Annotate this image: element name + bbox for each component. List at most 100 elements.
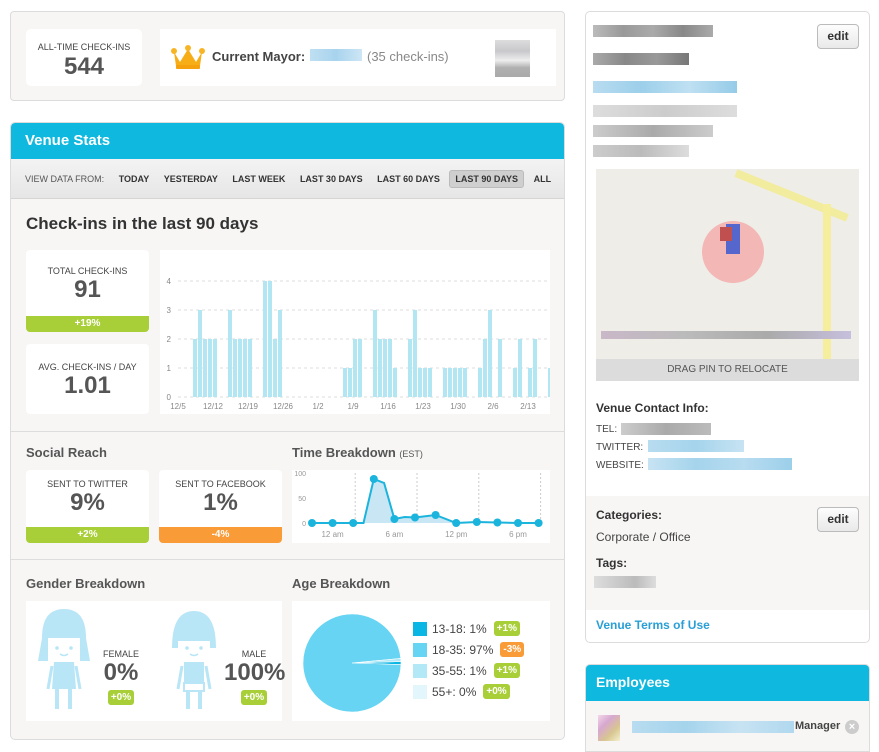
- bar: [278, 310, 282, 397]
- x-tick-label: 2/13: [520, 402, 536, 411]
- total-checkins-change: +19%: [26, 316, 149, 332]
- time-breakdown-label: Time Breakdown: [292, 445, 396, 460]
- bar: [448, 368, 452, 397]
- x-tick-label: 12/19: [238, 402, 259, 411]
- data-point: [472, 518, 481, 526]
- mayor-name-link[interactable]: [310, 49, 362, 61]
- summary-panel: ALL-TIME CHECK-INS 544 Current Mayor: (3…: [10, 11, 565, 101]
- mayor-avatar[interactable]: [495, 40, 530, 77]
- crown-icon: [171, 45, 205, 69]
- venue-map[interactable]: DRAG PIN TO RELOCATE: [596, 169, 859, 381]
- male-stat: MALE 100% +0%: [224, 649, 286, 705]
- mayor-card: Current Mayor: (35 check-ins): [160, 29, 556, 86]
- filter-yesterday[interactable]: YESTERDAY: [163, 174, 218, 184]
- venue-stats-panel: Venue Stats VIEW DATA FROM: TODAY YESTER…: [10, 122, 565, 740]
- age-legend-item: 13-18: 1% +1%: [413, 618, 524, 639]
- website-link-redacted[interactable]: [648, 458, 792, 470]
- bar: [193, 339, 197, 397]
- edit-venue-button[interactable]: edit: [817, 24, 859, 49]
- y-tick-label: 0: [302, 521, 306, 528]
- venue-link-redacted[interactable]: [593, 81, 737, 93]
- x-tick-label: 1/16: [380, 402, 396, 411]
- bar: [413, 310, 417, 397]
- x-tick-label: 1/23: [415, 402, 431, 411]
- female-stat: FEMALE 0% +0%: [96, 649, 146, 705]
- address-line-redacted: [593, 105, 737, 117]
- alltime-checkins-card: ALL-TIME CHECK-INS 544: [26, 29, 142, 86]
- drag-pin-caption: DRAG PIN TO RELOCATE: [596, 359, 859, 381]
- bar: [463, 368, 467, 397]
- bar: [378, 339, 382, 397]
- bar: [228, 310, 232, 397]
- legend-swatch: [413, 642, 427, 657]
- facebook-value: 1%: [203, 489, 238, 516]
- twitter-label: TWITTER:: [596, 442, 644, 453]
- x-tick-label: 12 am: [321, 530, 344, 539]
- legend-change: +1%: [493, 621, 520, 636]
- bar: [343, 368, 347, 397]
- edit-categories-button[interactable]: edit: [817, 507, 859, 532]
- remove-employee-icon[interactable]: ×: [845, 720, 859, 734]
- total-checkins-value: 91: [74, 276, 101, 303]
- filter-last-90-days[interactable]: LAST 90 DAYS: [449, 170, 525, 188]
- data-point: [328, 519, 337, 527]
- legend-change: +1%: [493, 663, 520, 678]
- y-tick-label: 100: [294, 471, 306, 478]
- bar: [238, 339, 242, 397]
- legend-label: 13-18: 1%: [432, 621, 487, 636]
- data-point: [369, 475, 378, 483]
- bar: [233, 339, 237, 397]
- bar: [348, 368, 352, 397]
- twitter-value: 9%: [70, 489, 105, 516]
- age-pie-chart: [302, 613, 402, 713]
- filter-last-30-days[interactable]: LAST 30 DAYS: [299, 174, 363, 184]
- checkins-bar-chart: 0 1 2 3 4 12/5 12/12 12/19 12/26 1/2 1/9 1/16 1/23 1/…: [160, 250, 557, 414]
- x-tick-label: 2/6: [487, 402, 499, 411]
- age-legend: 13-18: 1% +1% 18-35: 97% -3% 35-55: 1% +1% 55+…: [413, 618, 525, 702]
- time-breakdown-svg: 0 50 100 12 am 6 am 12 pm 6 pm: [294, 471, 543, 539]
- employee-avatar[interactable]: [598, 715, 620, 741]
- categories-title: Categories:: [596, 508, 663, 522]
- venue-terms-link[interactable]: Venue Terms of Use: [596, 618, 710, 632]
- filter-all[interactable]: ALL: [533, 174, 552, 184]
- bar: [423, 368, 427, 397]
- bar: [208, 339, 212, 397]
- twitter-link-redacted[interactable]: [648, 440, 744, 452]
- y-tick-label: 0: [167, 393, 172, 402]
- y-tick-label: 50: [298, 496, 306, 503]
- avg-checkins-label: AVG. CHECK-INS / DAY: [38, 362, 137, 372]
- bar: [518, 339, 522, 397]
- bar: [533, 339, 537, 397]
- address-line-redacted: [593, 145, 689, 157]
- time-breakdown-title: Time Breakdown (EST): [292, 445, 423, 460]
- employees-panel: Employees Manager ×: [585, 664, 870, 752]
- x-tick-label: 12 pm: [445, 530, 468, 539]
- legend-label: 35-55: 1%: [432, 663, 487, 678]
- bar: [263, 281, 267, 397]
- x-tick-label: 12/5: [170, 402, 186, 411]
- data-point: [431, 511, 440, 519]
- y-tick-label: 4: [167, 277, 172, 286]
- male-change: +0%: [240, 690, 268, 705]
- data-point: [390, 515, 399, 523]
- map-road: [734, 169, 849, 222]
- series-line: [312, 477, 539, 525]
- bar: [353, 339, 357, 397]
- twitter-label: SENT TO TWITTER: [47, 479, 128, 489]
- time-breakdown-chart: 0 50 100 12 am 6 am 12 pm 6 pm: [292, 470, 550, 543]
- x-tick-label: 6 pm: [509, 530, 527, 539]
- data-point: [411, 513, 419, 522]
- map-road: [823, 204, 831, 364]
- employee-name-redacted[interactable]: [632, 721, 794, 733]
- bar: [268, 281, 272, 397]
- data-point: [514, 519, 522, 527]
- area-fill: [312, 479, 539, 523]
- filter-today[interactable]: TODAY: [118, 174, 150, 184]
- bar: [393, 368, 397, 397]
- female-figure-icon: [38, 609, 90, 709]
- divider: [11, 559, 564, 560]
- alltime-label: ALL-TIME CHECK-INS: [37, 42, 131, 52]
- male-value: 100%: [224, 659, 286, 686]
- filter-last-week[interactable]: LAST WEEK: [232, 174, 286, 184]
- filter-last-60-days[interactable]: LAST 60 DAYS: [377, 174, 440, 184]
